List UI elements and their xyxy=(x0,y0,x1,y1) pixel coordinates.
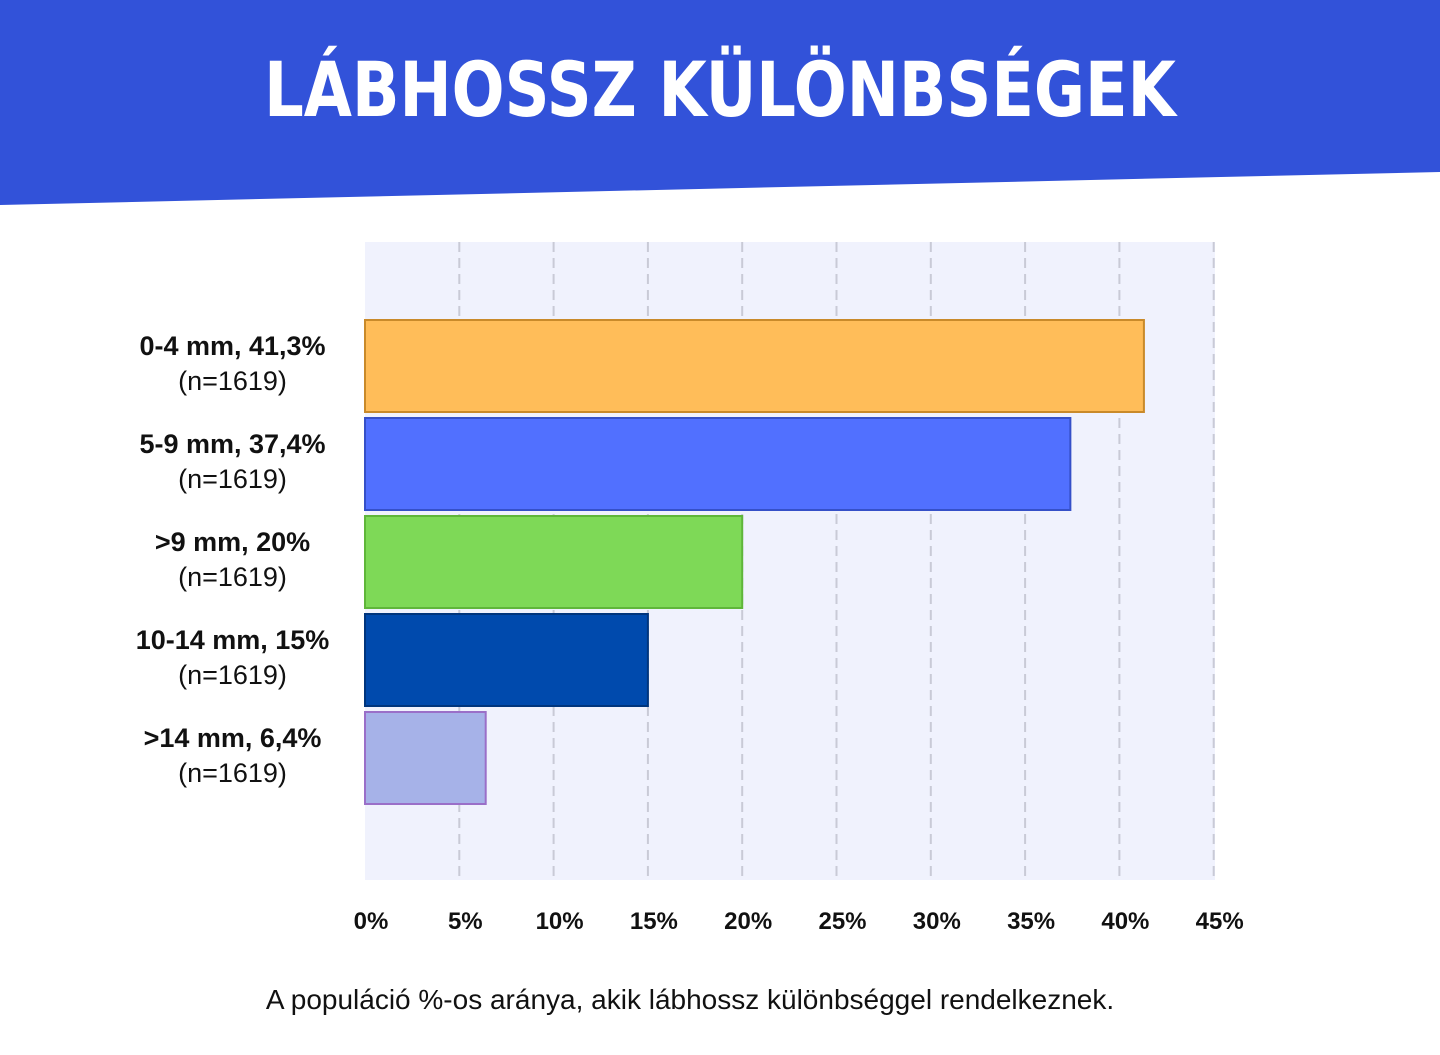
x-tick-label: 30% xyxy=(912,908,961,935)
category-name: 10-14 mm, 15% xyxy=(135,625,330,655)
x-tick-label: 35% xyxy=(1007,908,1056,935)
x-tick-label: 10% xyxy=(535,908,584,935)
category-sample-size: (n=1619) xyxy=(178,366,287,396)
x-tick-label: 15% xyxy=(629,908,678,935)
x-tick-label: 0% xyxy=(353,908,389,935)
x-tick-label: 25% xyxy=(818,908,867,935)
category-sample-size: (n=1619) xyxy=(178,464,287,494)
x-tick-label: 20% xyxy=(724,908,773,935)
x-tick-label: 40% xyxy=(1101,908,1150,935)
category-sample-size: (n=1619) xyxy=(178,758,287,788)
x-tick-label: 45% xyxy=(1195,908,1244,935)
bars xyxy=(364,319,1145,805)
bar xyxy=(364,319,1145,413)
category-sample-size: (n=1619) xyxy=(178,660,287,690)
category-label: >14 mm, 6,4% (n=1619) xyxy=(100,721,365,791)
x-axis-label: A populáció %-os aránya, akik lábhossz k… xyxy=(265,984,1115,1015)
category-label: 5-9 mm, 37,4% (n=1619) xyxy=(100,427,365,497)
x-tick-label: 5% xyxy=(447,908,483,935)
banner-background xyxy=(0,0,1440,205)
bar xyxy=(364,515,744,609)
bar xyxy=(364,711,487,805)
category-label: 0-4 mm, 41,3% (n=1619) xyxy=(100,329,365,399)
chart-title: LÁBHOSSZ KÜLÖNBSÉGEK xyxy=(264,45,1176,134)
category-name: >9 mm, 20% xyxy=(154,527,311,557)
bar xyxy=(364,613,649,707)
category-label: >9 mm, 20% (n=1619) xyxy=(100,525,365,595)
bar xyxy=(364,417,1072,511)
category-name: 0-4 mm, 41,3% xyxy=(139,331,326,361)
category-label: 10-14 mm, 15% (n=1619) xyxy=(100,623,365,693)
title-banner xyxy=(0,0,1440,205)
category-name: 5-9 mm, 37,4% xyxy=(139,429,326,459)
category-name: >14 mm, 6,4% xyxy=(143,723,322,753)
category-sample-size: (n=1619) xyxy=(178,562,287,592)
